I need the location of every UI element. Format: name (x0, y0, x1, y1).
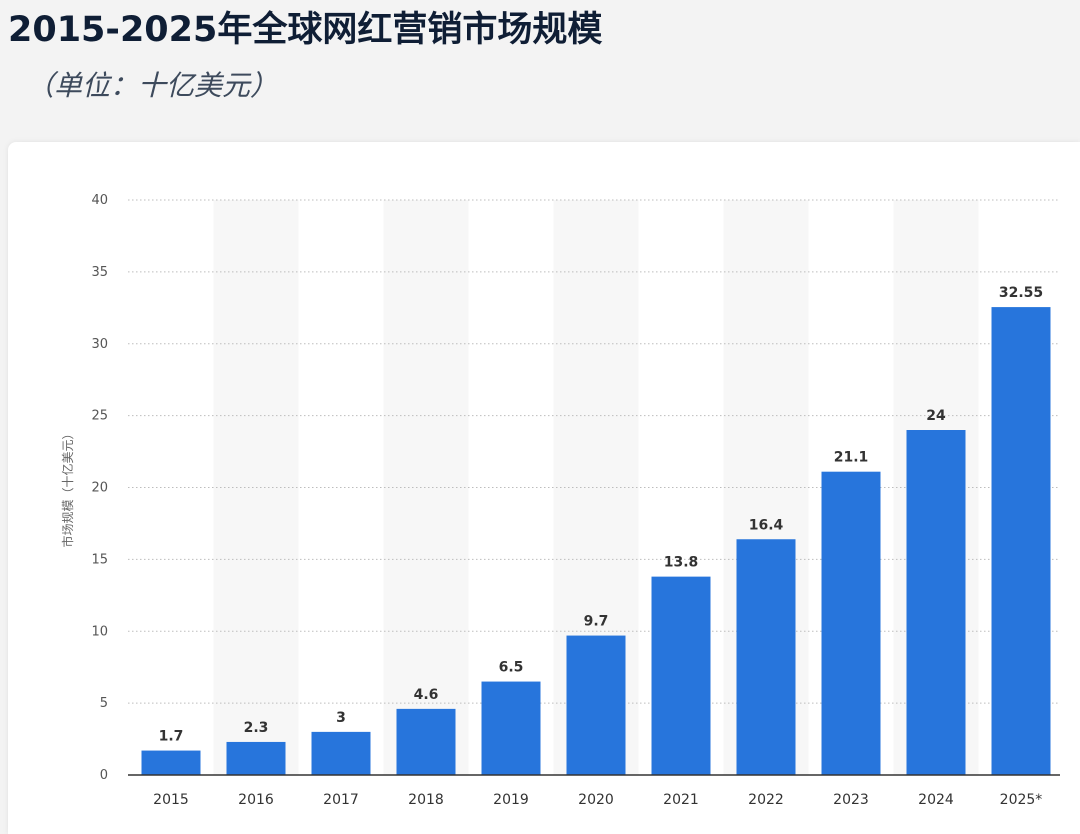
bar[interactable] (821, 471, 881, 775)
x-tick-label: 2015 (153, 792, 189, 808)
bar[interactable] (226, 741, 286, 775)
chart-subtitle: （单位：十亿美元） (26, 69, 279, 102)
x-tick-label: 2022 (748, 792, 784, 808)
data-label: 6.5 (499, 660, 524, 676)
data-label: 2.3 (244, 720, 269, 736)
data-label: 21.1 (834, 450, 869, 466)
y-axis-ticks: 0 5 10 15 20 25 30 35 40 (91, 193, 108, 783)
data-label: 13.8 (664, 555, 699, 571)
y-tick-label: 40 (91, 193, 108, 208)
bar[interactable] (141, 750, 201, 775)
y-tick-label: 10 (91, 624, 108, 639)
data-label: 32.55 (999, 285, 1043, 301)
x-tick-label: 2018 (408, 792, 444, 808)
data-label: 4.6 (414, 687, 439, 703)
gridlines (128, 199, 1060, 704)
y-tick-label: 25 (91, 409, 108, 424)
y-tick-label: 15 (91, 552, 108, 567)
y-tick-label: 20 (91, 481, 108, 496)
x-axis-ticks: 2015 2016 2017 2018 2019 2020 2021 2022 2023 2024… (153, 792, 1042, 808)
data-label: 9.7 (584, 614, 609, 630)
bar[interactable] (651, 576, 711, 775)
chart-title: 2015-2025年全球网红营销市场规模 (8, 10, 603, 50)
y-axis-title: 市场规模（十亿美元） (60, 427, 75, 547)
bar[interactable] (481, 681, 541, 775)
background-band (383, 200, 469, 775)
data-label: 16.4 (749, 517, 784, 533)
x-tick-label: 2019 (493, 792, 529, 808)
x-tick-label: 2025* (1000, 792, 1043, 808)
bar[interactable] (566, 635, 626, 775)
x-tick-label: 2024 (918, 792, 954, 808)
data-label: 1.7 (159, 729, 184, 745)
bars (141, 307, 1051, 775)
bar[interactable] (736, 539, 796, 775)
x-tick-label: 2017 (323, 792, 359, 808)
y-tick-label: 0 (100, 768, 108, 783)
x-tick-label: 2021 (663, 792, 699, 808)
bar[interactable] (991, 307, 1051, 775)
x-tick-label: 2020 (578, 792, 614, 808)
bar[interactable] (396, 708, 456, 775)
bar[interactable] (311, 731, 371, 775)
y-tick-label: 5 (100, 696, 108, 711)
data-labels: 1.7 2.3 3 4.6 6.5 9.7 13.8 16.4 21.1 24 32.55 (159, 285, 1044, 744)
y-tick-label: 35 (91, 265, 108, 280)
bar[interactable] (906, 430, 966, 775)
x-tick-label: 2016 (238, 792, 274, 808)
y-tick-label: 30 (91, 337, 108, 352)
x-tick-label: 2023 (833, 792, 869, 808)
data-label: 24 (926, 408, 946, 424)
data-label: 3 (336, 710, 346, 726)
